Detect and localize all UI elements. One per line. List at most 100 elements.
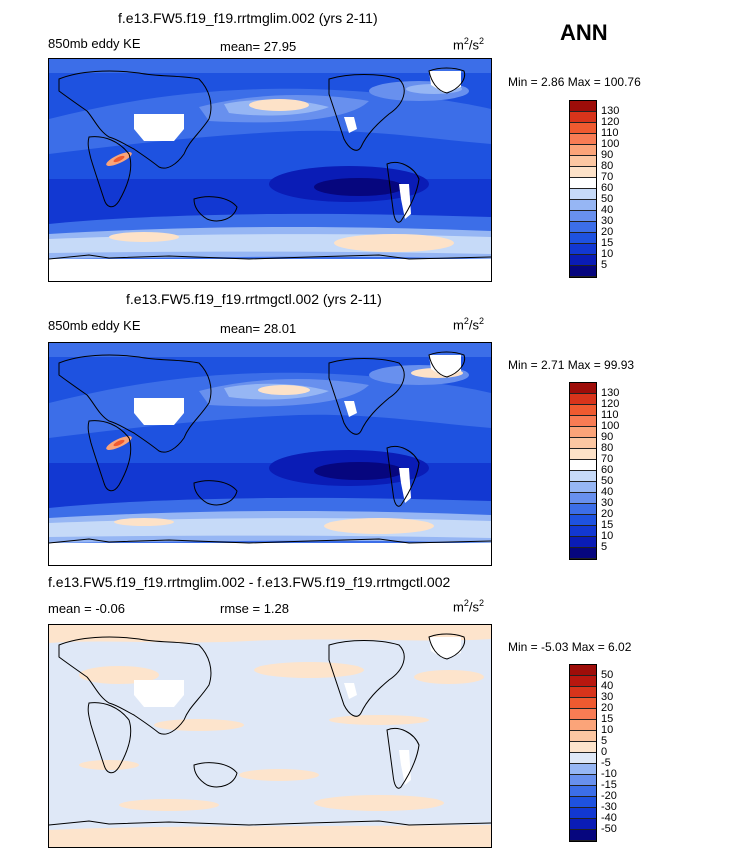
pos-patch-7 [239,769,319,781]
colorbar-swatch [570,156,596,167]
colorbar-tick-label: 5 [601,541,608,553]
colorbar-tick-label: 130 [601,387,620,399]
colorbar-swatch [570,222,596,233]
pos-patch-6 [79,760,139,770]
panel3-map-plot [49,625,491,847]
panel2-minmax-text: Min = 2.71 Max = 99.93 [508,358,635,372]
panel1-title: f.e13.FW5.f19_f19.rrtmglim.002 (yrs 2-11… [118,10,378,26]
colorbar-tick-label: 70 [601,453,614,465]
colorbar-swatch [570,211,596,222]
pacific-min-core [314,178,404,196]
panel3-rmse-text: rmse = 1.28 [220,601,290,616]
africa-coast [87,420,132,492]
panel1-mean-text: mean= 27.95 [220,39,297,54]
panel3-title: f.e13.FW5.f19_f19.rrtmglim.002 - f.e13.F… [48,574,451,590]
colorbar-tick-label: 100 [601,420,620,432]
colorbar-swatch [570,665,596,676]
colorbar-swatch [570,753,596,764]
colorbar-swatch [570,405,596,416]
antarctica-coast [49,820,491,826]
colorbar-swatch [570,394,596,405]
colorbar-swatch [570,720,596,731]
colorbar-tick-label: 30 [601,497,614,509]
colorbar-tick-label: 15 [601,237,614,249]
colorbar-tick-label: 30 [601,691,614,703]
colorbar-swatch [570,742,596,753]
colorbar-tick-label: -15 [601,779,617,791]
panel1-colorbar [569,100,597,278]
colorbar-tick-label: -20 [601,790,617,802]
colorbar-swatch [570,526,596,537]
colorbar-swatch [570,383,596,394]
sh-max-2 [334,234,454,252]
colorbar-swatch [570,460,596,471]
colorbar-swatch [570,676,596,687]
colorbar-swatch [570,233,596,244]
colorbar-tick-label: -50 [601,823,617,835]
colorbar-swatch [570,698,596,709]
colorbar-tick-label: 10 [601,530,614,542]
colorbar-swatch [570,493,596,504]
colorbar-tick-label: 5 [601,735,608,747]
colorbar-tick-label: -30 [601,801,617,813]
pos-patch-9 [314,795,444,811]
colorbar-tick-label: 15 [601,519,614,531]
colorbar-tick-label: 110 [601,409,619,421]
colorbar-tick-label: -5 [601,757,611,769]
pos-patch-8 [119,799,219,811]
colorbar-swatch [570,775,596,786]
colorbar-swatch [570,189,596,200]
colorbar-tick-label: 15 [601,713,614,725]
rockies-mask [344,401,357,417]
colorbar-swatch [570,687,596,698]
panel2-map-plot [49,343,491,565]
arctic-band [49,343,491,357]
colorbar-swatch [570,416,596,427]
south-america-coast [386,446,420,507]
australia-coast [193,480,238,506]
pacific-max [249,99,309,111]
africa-coast [87,702,132,774]
colorbar-tick-label: 60 [601,464,614,476]
colorbar-swatch [570,167,596,178]
panel2-colorbar [569,382,597,560]
colorbar-tick-label: 50 [601,193,614,205]
colorbar-tick-label: 120 [601,116,620,128]
colorbar-swatch [570,178,596,189]
colorbar-tick-label: 40 [601,204,614,216]
colorbar-swatch [570,709,596,720]
colorbar-swatch [570,449,596,460]
colorbar-tick-label: 70 [601,171,614,183]
colorbar-tick-label: 50 [601,669,614,681]
greenland-coast [428,67,466,94]
pos-patch-1 [79,666,159,684]
panel3-mean-text: mean = -0.06 [48,601,125,616]
colorbar-tick-label: 40 [601,680,614,692]
panel1-variable-label: 850mb eddy KE [48,36,141,51]
sh-max-2 [324,518,434,534]
colorbar-tick-label: 90 [601,149,614,161]
sh-max-1 [114,518,174,526]
antarctica-coast [49,538,491,544]
pacific-min-core [314,462,404,480]
arctic-positive [49,625,491,643]
colorbar-tick-label: 10 [601,724,614,736]
north-america-coast [328,640,405,717]
colorbar-tick-label: 20 [601,508,614,520]
colorbar-swatch [570,112,596,123]
eurasia-coast [58,70,212,169]
colorbar-tick-label: 0 [601,746,608,758]
colorbar-swatch [570,504,596,515]
rockies-mask [344,117,357,133]
colorbar-swatch [570,764,596,775]
greenland-coast [428,351,466,378]
colorbar-tick-label: 50 [601,475,614,487]
colorbar-swatch [570,515,596,526]
colorbar-swatch [570,830,596,841]
colorbar-swatch [570,200,596,211]
antarctica-coast [49,254,491,260]
australia-coast [193,196,238,222]
eurasia-coast [58,636,212,735]
colorbar-swatch [570,244,596,255]
panel2-units: m2/s2 [453,316,484,333]
